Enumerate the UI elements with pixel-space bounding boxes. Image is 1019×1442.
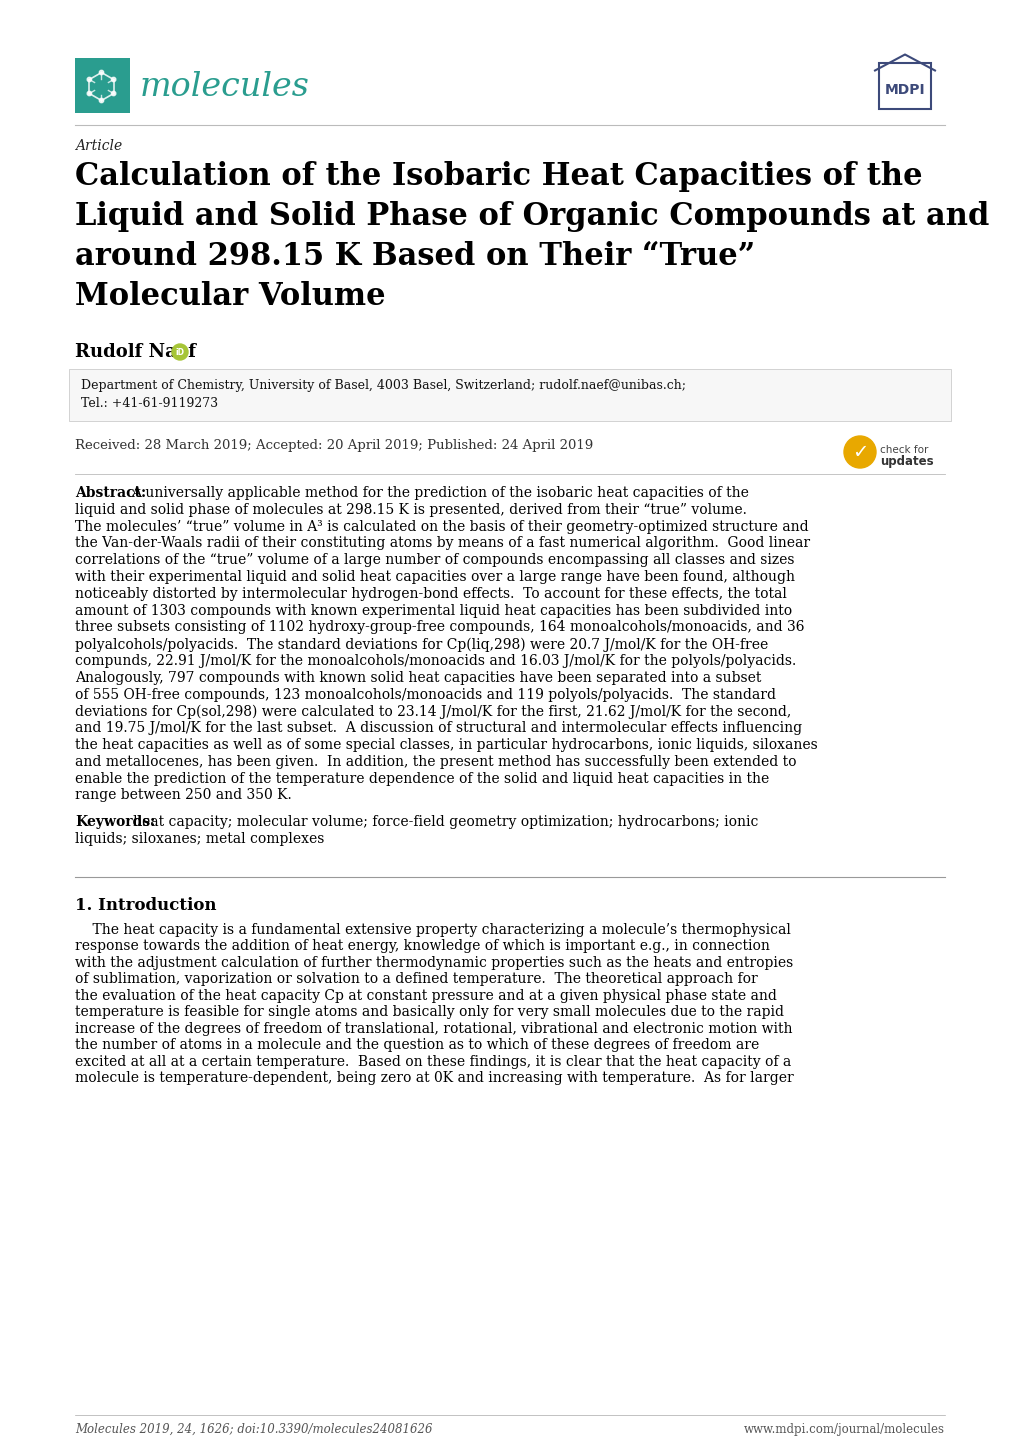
Text: molecules: molecules xyxy=(140,72,310,104)
Circle shape xyxy=(87,91,92,95)
Text: amount of 1303 compounds with known experimental liquid heat capacities has been: amount of 1303 compounds with known expe… xyxy=(75,604,792,617)
Text: Rudolf Naef: Rudolf Naef xyxy=(75,343,196,360)
Text: iD: iD xyxy=(175,348,184,358)
Text: with their experimental liquid and solid heat capacities over a large range have: with their experimental liquid and solid… xyxy=(75,570,794,584)
Text: and metallocenes, has been given.  In addition, the present method has successfu: and metallocenes, has been given. In add… xyxy=(75,754,796,769)
Text: ✓: ✓ xyxy=(851,444,867,463)
Text: with the adjustment calculation of further thermodynamic properties such as the : with the adjustment calculation of furth… xyxy=(75,956,793,970)
Text: Department of Chemistry, University of Basel, 4003 Basel, Switzerland; rudolf.na: Department of Chemistry, University of B… xyxy=(81,379,686,392)
Text: noticeably distorted by intermolecular hydrogen-bond effects.  To account for th: noticeably distorted by intermolecular h… xyxy=(75,587,786,601)
Text: compunds, 22.91 J/mol/K for the monoalcohols/monoacids and 16.03 J/mol/K for the: compunds, 22.91 J/mol/K for the monoalco… xyxy=(75,655,796,668)
Text: Liquid and Solid Phase of Organic Compounds at and: Liquid and Solid Phase of Organic Compou… xyxy=(75,200,988,232)
Text: 1. Introduction: 1. Introduction xyxy=(75,897,216,914)
Text: correlations of the “true” volume of a large number of compounds encompassing al: correlations of the “true” volume of a l… xyxy=(75,554,794,567)
Circle shape xyxy=(111,91,116,95)
Text: and 19.75 J/mol/K for the last subset.  A discussion of structural and intermole: and 19.75 J/mol/K for the last subset. A… xyxy=(75,721,801,735)
Text: Keywords:: Keywords: xyxy=(75,815,155,829)
FancyBboxPatch shape xyxy=(75,58,129,112)
Text: The heat capacity is a fundamental extensive property characterizing a molecule’: The heat capacity is a fundamental exten… xyxy=(75,923,790,937)
Text: Molecular Volume: Molecular Volume xyxy=(75,281,385,311)
Text: Article: Article xyxy=(75,138,122,153)
Text: deviations for Cp(sol,298) were calculated to 23.14 J/mol/K for the first, 21.62: deviations for Cp(sol,298) were calculat… xyxy=(75,704,791,718)
Text: of 555 OH-free compounds, 123 monoalcohols/monoacids and 119 polyols/polyacids. : of 555 OH-free compounds, 123 monoalcoho… xyxy=(75,688,775,702)
Text: Analogously, 797 compounds with known solid heat capacities have been separated : Analogously, 797 compounds with known so… xyxy=(75,671,760,685)
FancyBboxPatch shape xyxy=(878,62,930,108)
Text: liquid and solid phase of molecules at 298.15 K is presented, derived from their: liquid and solid phase of molecules at 2… xyxy=(75,503,746,516)
Circle shape xyxy=(99,98,104,102)
FancyBboxPatch shape xyxy=(69,369,950,421)
Text: the heat capacities as well as of some special classes, in particular hydrocarbo: the heat capacities as well as of some s… xyxy=(75,738,817,751)
Text: updates: updates xyxy=(879,456,932,469)
Text: the Van-der-Waals radii of their constituting atoms by means of a fast numerical: the Van-der-Waals radii of their constit… xyxy=(75,536,809,551)
Circle shape xyxy=(111,78,116,82)
Circle shape xyxy=(99,71,104,75)
Text: polyalcohols/polyacids.  The standard deviations for Cp(liq,298) were 20.7 J/mol: polyalcohols/polyacids. The standard dev… xyxy=(75,637,767,652)
Circle shape xyxy=(843,435,875,469)
Text: The molecules’ “true” volume in A³ is calculated on the basis of their geometry-: The molecules’ “true” volume in A³ is ca… xyxy=(75,519,808,534)
Text: excited at all at a certain temperature.  Based on these findings, it is clear t: excited at all at a certain temperature.… xyxy=(75,1054,791,1069)
Text: molecule is temperature-dependent, being zero at 0K and increasing with temperat: molecule is temperature-dependent, being… xyxy=(75,1071,793,1086)
Text: the evaluation of the heat capacity Cp at constant pressure and at a given physi: the evaluation of the heat capacity Cp a… xyxy=(75,989,776,1002)
Text: check for: check for xyxy=(879,446,927,456)
Text: Abstract:: Abstract: xyxy=(75,486,146,500)
Text: the number of atoms in a molecule and the question as to which of these degrees : the number of atoms in a molecule and th… xyxy=(75,1038,758,1053)
Text: A universally applicable method for the prediction of the isobaric heat capaciti: A universally applicable method for the … xyxy=(130,486,748,500)
Text: Tel.: +41-61-9119273: Tel.: +41-61-9119273 xyxy=(81,397,218,410)
Text: www.mdpi.com/journal/molecules: www.mdpi.com/journal/molecules xyxy=(743,1423,944,1436)
Text: around 298.15 K Based on Their “True”: around 298.15 K Based on Their “True” xyxy=(75,241,754,273)
Text: three subsets consisting of 1102 hydroxy-group-free compounds, 164 monoalcohols/: three subsets consisting of 1102 hydroxy… xyxy=(75,620,804,634)
Circle shape xyxy=(87,78,92,82)
Text: increase of the degrees of freedom of translational, rotational, vibrational and: increase of the degrees of freedom of tr… xyxy=(75,1022,792,1035)
Text: heat capacity; molecular volume; force-field geometry optimization; hydrocarbons: heat capacity; molecular volume; force-f… xyxy=(132,815,758,829)
Text: Received: 28 March 2019; Accepted: 20 April 2019; Published: 24 April 2019: Received: 28 March 2019; Accepted: 20 Ap… xyxy=(75,438,593,451)
Text: range between 250 and 350 K.: range between 250 and 350 K. xyxy=(75,789,291,802)
Text: Molecules 2019, 24, 1626; doi:10.3390/molecules24081626: Molecules 2019, 24, 1626; doi:10.3390/mo… xyxy=(75,1423,432,1436)
Text: liquids; siloxanes; metal complexes: liquids; siloxanes; metal complexes xyxy=(75,832,324,846)
Text: MDPI: MDPI xyxy=(883,82,924,97)
Text: of sublimation, vaporization or solvation to a defined temperature.  The theoret: of sublimation, vaporization or solvatio… xyxy=(75,972,757,986)
Text: Calculation of the Isobaric Heat Capacities of the: Calculation of the Isobaric Heat Capacit… xyxy=(75,162,922,192)
Text: temperature is feasible for single atoms and basically only for very small molec: temperature is feasible for single atoms… xyxy=(75,1005,784,1019)
Text: response towards the addition of heat energy, knowledge of which is important e.: response towards the addition of heat en… xyxy=(75,939,769,953)
Circle shape xyxy=(172,345,187,360)
Text: enable the prediction of the temperature dependence of the solid and liquid heat: enable the prediction of the temperature… xyxy=(75,771,768,786)
